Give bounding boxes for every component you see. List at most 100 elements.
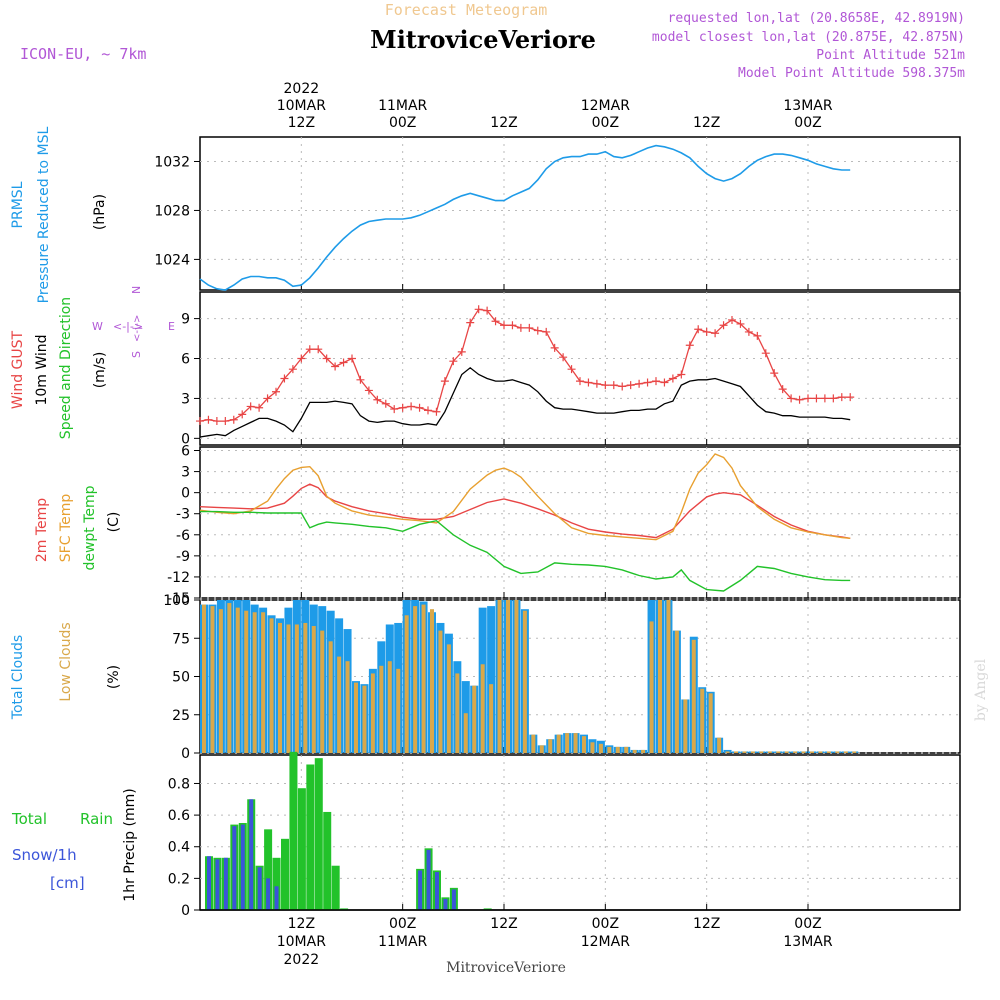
low-cloud-bar — [649, 621, 654, 753]
low-cloud-bar — [438, 630, 443, 753]
low-cloud-bar — [210, 606, 215, 753]
low-cloud-bar — [506, 600, 510, 753]
low-cloud-bar — [463, 713, 468, 753]
y-tick-label: 1024 — [154, 252, 190, 268]
gust-marker — [255, 403, 264, 412]
top-time-label: 10MAR — [277, 98, 326, 114]
temp-label-dewpt: dewpt Temp — [82, 485, 98, 570]
gust-marker — [407, 402, 416, 411]
low-cloud-bar — [793, 751, 798, 753]
low-cloud-bar — [742, 751, 747, 753]
compass-n: N — [130, 286, 143, 294]
low-cloud-bar — [497, 600, 502, 753]
closest-coords: model closest lon,lat (20.875E, 42.875N) — [652, 30, 965, 45]
low-cloud-bar — [227, 603, 232, 753]
low-cloud-bar — [413, 606, 418, 753]
y-tick-label: 1028 — [154, 203, 190, 219]
low-cloud-bar — [539, 745, 544, 753]
low-cloud-bar — [472, 685, 477, 753]
model-altitude: Model Point Altitude 598.375m — [738, 66, 965, 81]
gust-marker — [778, 385, 787, 394]
low-cloud-bar — [641, 749, 646, 753]
precip-labels: Total Rain Snow/1h [cm] 1hr Precip (mm) — [11, 788, 138, 901]
low-cloud-bar — [683, 699, 688, 753]
gust-marker — [533, 326, 542, 335]
pressure-label-prmsl: PRMSL — [10, 181, 26, 228]
snow-bar — [418, 870, 423, 910]
low-cloud-bar — [446, 644, 451, 753]
low-cloud-bar — [430, 609, 434, 753]
low-cloud-bar — [548, 739, 553, 753]
snow-bar — [257, 867, 262, 910]
pressure-label-msl: Pressure Reduced to MSL — [36, 126, 52, 303]
temp-label-sfc: SFC Temp — [58, 494, 74, 563]
compass-rose: W E <-|-> N S <-|-> — [92, 286, 175, 358]
y-tick-label: 6 — [181, 352, 190, 368]
low-cloud-bar — [674, 630, 679, 753]
gust-marker — [339, 358, 348, 367]
point-altitude: Point Altitude 521m — [816, 48, 965, 63]
gust-marker — [804, 394, 812, 403]
snow-bar — [274, 886, 279, 910]
low-cloud-bar — [379, 665, 384, 753]
low-cloud-bar — [818, 751, 823, 753]
low-cloud-bar — [708, 693, 713, 753]
low-cloud-bar — [244, 610, 249, 753]
rain-bar — [289, 751, 298, 910]
low-cloud-bar — [480, 664, 485, 753]
gust-marker — [314, 345, 323, 354]
gust-marker — [500, 321, 508, 330]
low-cloud-bar — [396, 668, 401, 753]
precip-label-unit: 1hr Precip (mm) — [122, 788, 138, 901]
y-tick-label: -12 — [167, 570, 190, 586]
snow-bar — [207, 856, 211, 910]
y-tick-label: 0.2 — [168, 871, 190, 887]
gust-marker — [787, 394, 796, 403]
low-cloud-bar — [294, 624, 299, 753]
low-cloud-bar — [734, 751, 738, 753]
meteogram-title: Forecast Meteogram — [385, 1, 548, 19]
low-cloud-bar — [835, 751, 840, 753]
gust-marker — [753, 331, 762, 340]
gust-marker — [668, 374, 677, 383]
low-cloud-bar — [700, 688, 705, 753]
gust-marker — [288, 365, 297, 374]
low-cloud-bar — [522, 610, 527, 753]
wind-label-speed-dir: Speed and Direction — [58, 297, 74, 439]
temp2m-line — [199, 483, 851, 539]
gust-marker — [660, 378, 669, 387]
rain-bar — [331, 865, 340, 910]
bottom-time-label: 00Z — [389, 916, 416, 932]
low-cloud-bar — [320, 630, 325, 753]
low-cloud-bar — [531, 734, 536, 753]
low-cloud-bar — [598, 743, 603, 753]
bottom-time-label: 2022 — [284, 952, 320, 968]
low-cloud-bar — [202, 604, 206, 753]
low-cloud-bar — [632, 749, 637, 753]
y-tick-label: 6 — [181, 444, 190, 460]
low-cloud-bar — [278, 622, 282, 753]
gust-marker — [390, 405, 399, 414]
gust-marker — [204, 415, 213, 424]
gust-marker — [356, 375, 365, 384]
snow-bar — [451, 889, 456, 910]
gust-marker — [348, 354, 356, 363]
low-cloud-bar — [387, 661, 392, 753]
gust-marker — [770, 369, 779, 378]
total-cloud-bar — [487, 606, 496, 753]
compass-e: E — [168, 320, 175, 333]
low-cloud-bar — [767, 751, 772, 753]
low-cloud-bar — [269, 618, 274, 753]
y-tick-label: 0 — [181, 486, 190, 502]
low-cloud-bar — [691, 639, 696, 753]
gust-marker — [744, 327, 753, 336]
low-cloud-bar — [235, 607, 240, 753]
wind-label-gust: Wind GUST — [10, 330, 26, 409]
precip-label-snow: Snow/1h — [12, 846, 77, 864]
snow-bar — [240, 824, 245, 910]
gust-marker — [601, 381, 610, 390]
y-tick-label: 75 — [172, 631, 190, 647]
gust-marker — [635, 379, 644, 388]
